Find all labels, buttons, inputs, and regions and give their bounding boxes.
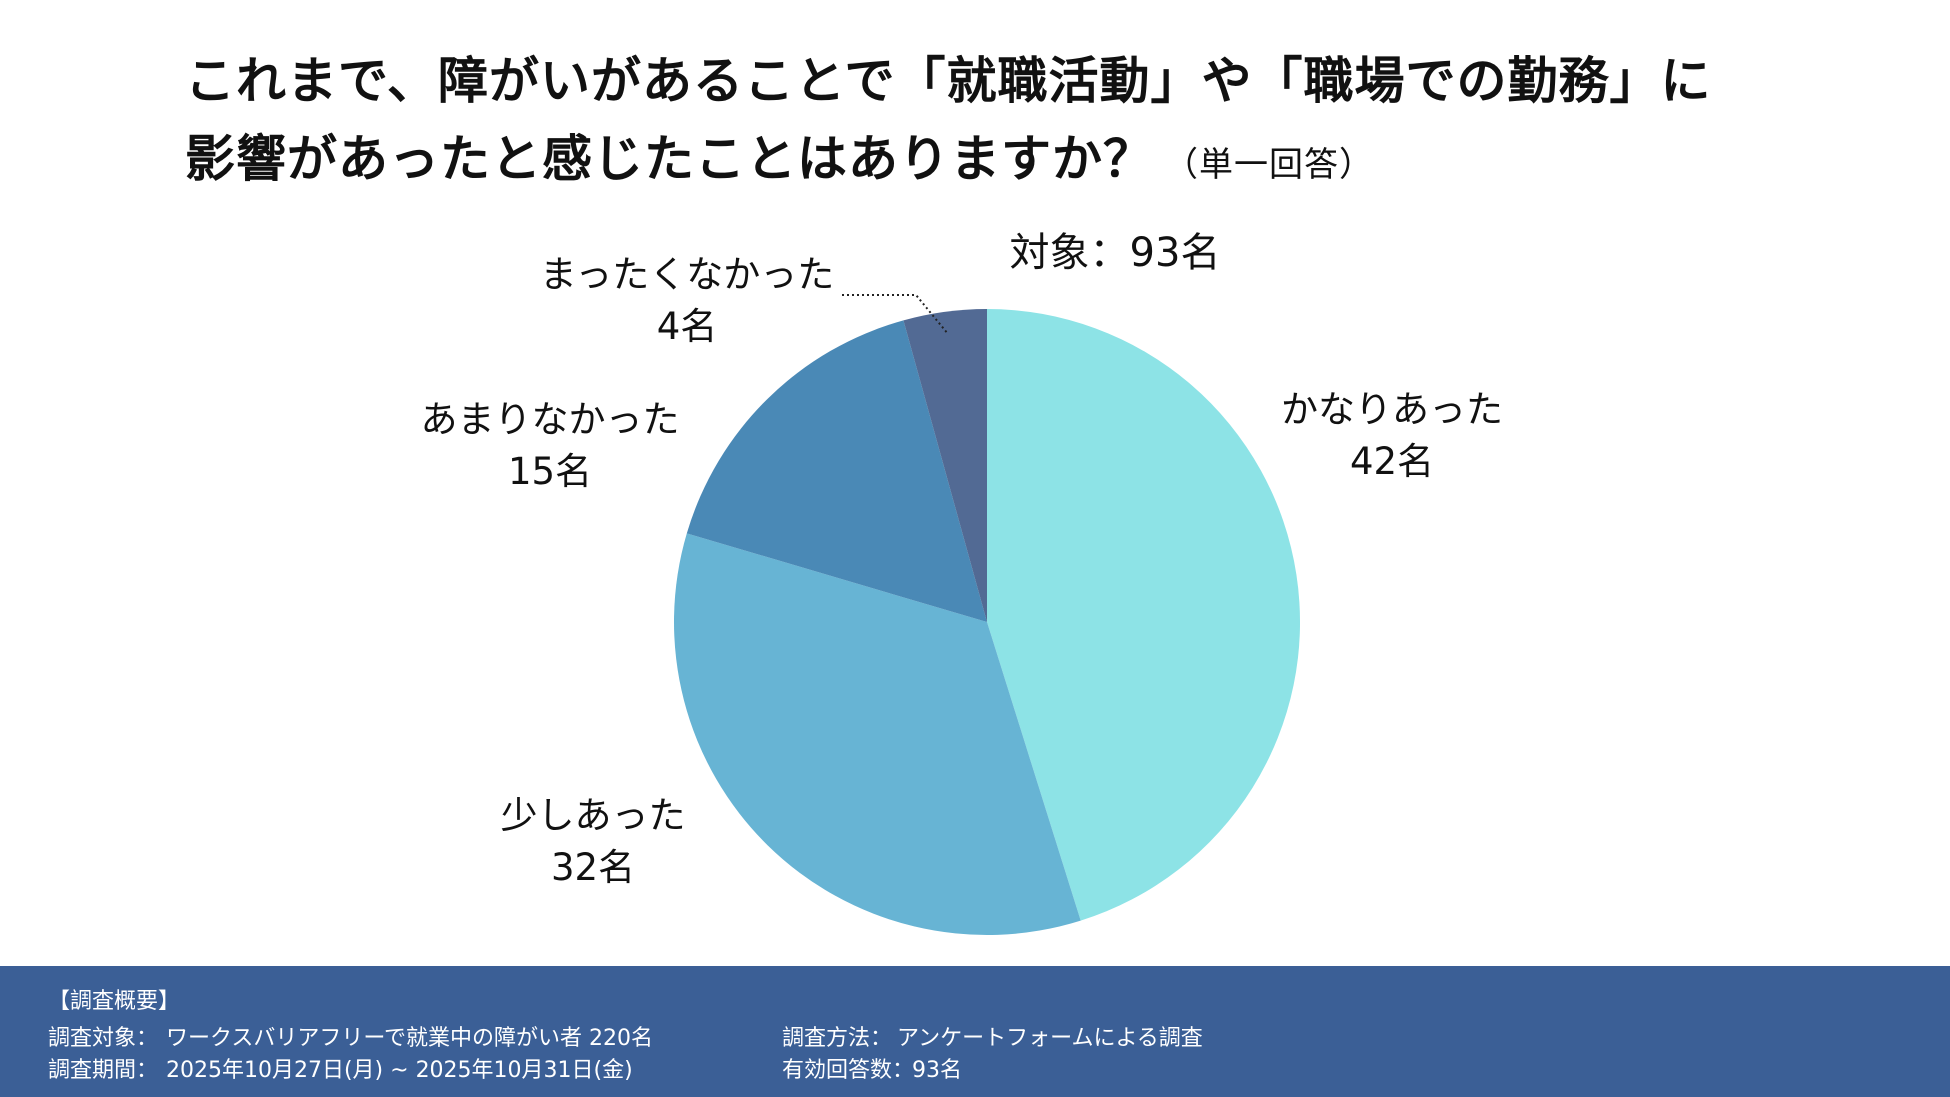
survey-method-label: 調査方法： (782, 1026, 893, 1051)
slice-category-amari-nakatta: あまりなかった (421, 398, 680, 441)
slice-label-kanari-atta: かなりあった 42名 (1281, 388, 1503, 483)
survey-period-label: 調査期間： (48, 1058, 159, 1083)
survey-summary-footer: 【調査概要】 調査対象： ワークスバリアフリーで就業中の障がい者 220名 調査… (0, 966, 1950, 1097)
valid-responses-value: 93名 (912, 1058, 962, 1083)
title-note: （単一回答） (1164, 145, 1374, 185)
respondent-count: 対象：93名 (1009, 230, 1221, 276)
title-line-1: これまで、障がいがあることで「就職活動」や「職場での勤務」に (185, 52, 1712, 110)
slice-category-kanari-atta: かなりあった (1281, 388, 1503, 431)
slice-value-sukoshi-atta: 32名 (551, 846, 635, 889)
pie-slice-sukoshi-atta (673, 533, 1081, 936)
slice-value-mattaku-nakatta: 4名 (657, 305, 718, 348)
survey-target-value: ワークスバリアフリーで就業中の障がい者 220名 (166, 1026, 654, 1051)
valid-responses-label: 有効回答数： (782, 1058, 915, 1083)
slice-label-mattaku-nakatta: まったくなかった 4名 (540, 253, 835, 348)
title-line-2-text: 影響があったと感じたことはありますか？ (185, 130, 1154, 188)
survey-target-label: 調査対象： (48, 1026, 159, 1051)
chart-title: これまで、障がいがあることで「就職活動」や「職場での勤務」に 影響があったと感じ… (185, 42, 1905, 204)
pie-slice-amari-nakatta (686, 320, 987, 622)
pie-slice-mattaku-nakatta (903, 309, 987, 622)
footer-heading: 【調査概要】 (48, 989, 181, 1014)
slice-value-amari-nakatta: 15名 (508, 450, 592, 493)
slice-category-mattaku-nakatta: まったくなかった (540, 253, 835, 296)
slice-label-amari-nakatta: あまりなかった 15名 (421, 398, 680, 493)
slice-category-sukoshi-atta: 少しあった (501, 794, 686, 837)
survey-method-value: アンケートフォームによる調査 (897, 1026, 1203, 1051)
slice-value-kanari-atta: 42名 (1350, 440, 1434, 483)
title-line-2: 影響があったと感じたことはありますか？ （単一回答） (185, 120, 1905, 204)
pie-slice-kanari-atta (987, 309, 1301, 921)
survey-period-value: 2025年10月27日(月) ~ 2025年10月31日(金) (166, 1058, 633, 1083)
slice-label-sukoshi-atta: 少しあった 32名 (501, 794, 686, 889)
